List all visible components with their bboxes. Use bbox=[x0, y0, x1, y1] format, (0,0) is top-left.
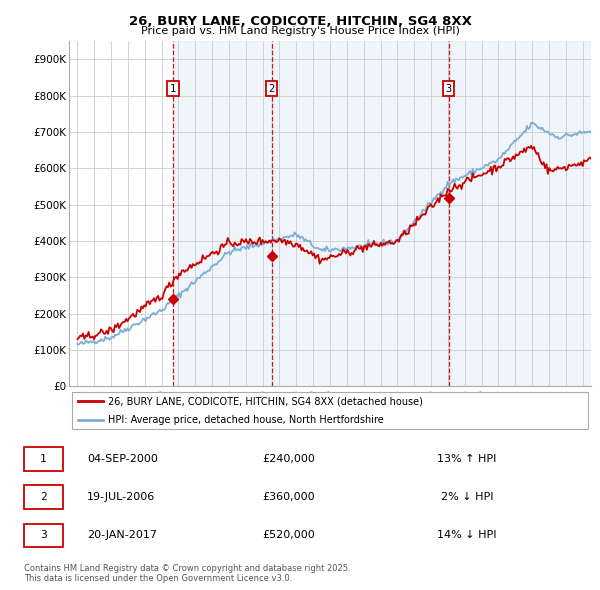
Text: 26, BURY LANE, CODICOTE, HITCHIN, SG4 8XX (detached house): 26, BURY LANE, CODICOTE, HITCHIN, SG4 8X… bbox=[108, 396, 423, 407]
Text: 04-SEP-2000: 04-SEP-2000 bbox=[87, 454, 158, 464]
Text: 3: 3 bbox=[446, 84, 452, 94]
Text: 1: 1 bbox=[170, 84, 176, 94]
Text: 26, BURY LANE, CODICOTE, HITCHIN, SG4 8XX: 26, BURY LANE, CODICOTE, HITCHIN, SG4 8X… bbox=[128, 15, 472, 28]
Text: 19-JUL-2006: 19-JUL-2006 bbox=[87, 492, 155, 502]
Text: £360,000: £360,000 bbox=[262, 492, 315, 502]
Text: 1: 1 bbox=[40, 454, 46, 464]
FancyBboxPatch shape bbox=[23, 447, 62, 471]
Text: 2: 2 bbox=[269, 84, 275, 94]
Text: £240,000: £240,000 bbox=[262, 454, 315, 464]
Bar bbox=[173, 41, 272, 386]
Text: 2: 2 bbox=[40, 492, 46, 502]
Text: 3: 3 bbox=[40, 530, 46, 540]
FancyBboxPatch shape bbox=[71, 392, 589, 429]
Text: 13% ↑ HPI: 13% ↑ HPI bbox=[437, 454, 497, 464]
Text: 2% ↓ HPI: 2% ↓ HPI bbox=[441, 492, 493, 502]
FancyBboxPatch shape bbox=[23, 485, 62, 509]
Bar bbox=[272, 41, 449, 386]
Text: HPI: Average price, detached house, North Hertfordshire: HPI: Average price, detached house, Nort… bbox=[108, 415, 384, 425]
Text: Price paid vs. HM Land Registry's House Price Index (HPI): Price paid vs. HM Land Registry's House … bbox=[140, 26, 460, 36]
Bar bbox=[449, 41, 591, 386]
Text: £520,000: £520,000 bbox=[262, 530, 315, 540]
Text: 14% ↓ HPI: 14% ↓ HPI bbox=[437, 530, 497, 540]
FancyBboxPatch shape bbox=[23, 523, 62, 548]
Text: Contains HM Land Registry data © Crown copyright and database right 2025.
This d: Contains HM Land Registry data © Crown c… bbox=[24, 563, 350, 583]
Text: 20-JAN-2017: 20-JAN-2017 bbox=[87, 530, 157, 540]
